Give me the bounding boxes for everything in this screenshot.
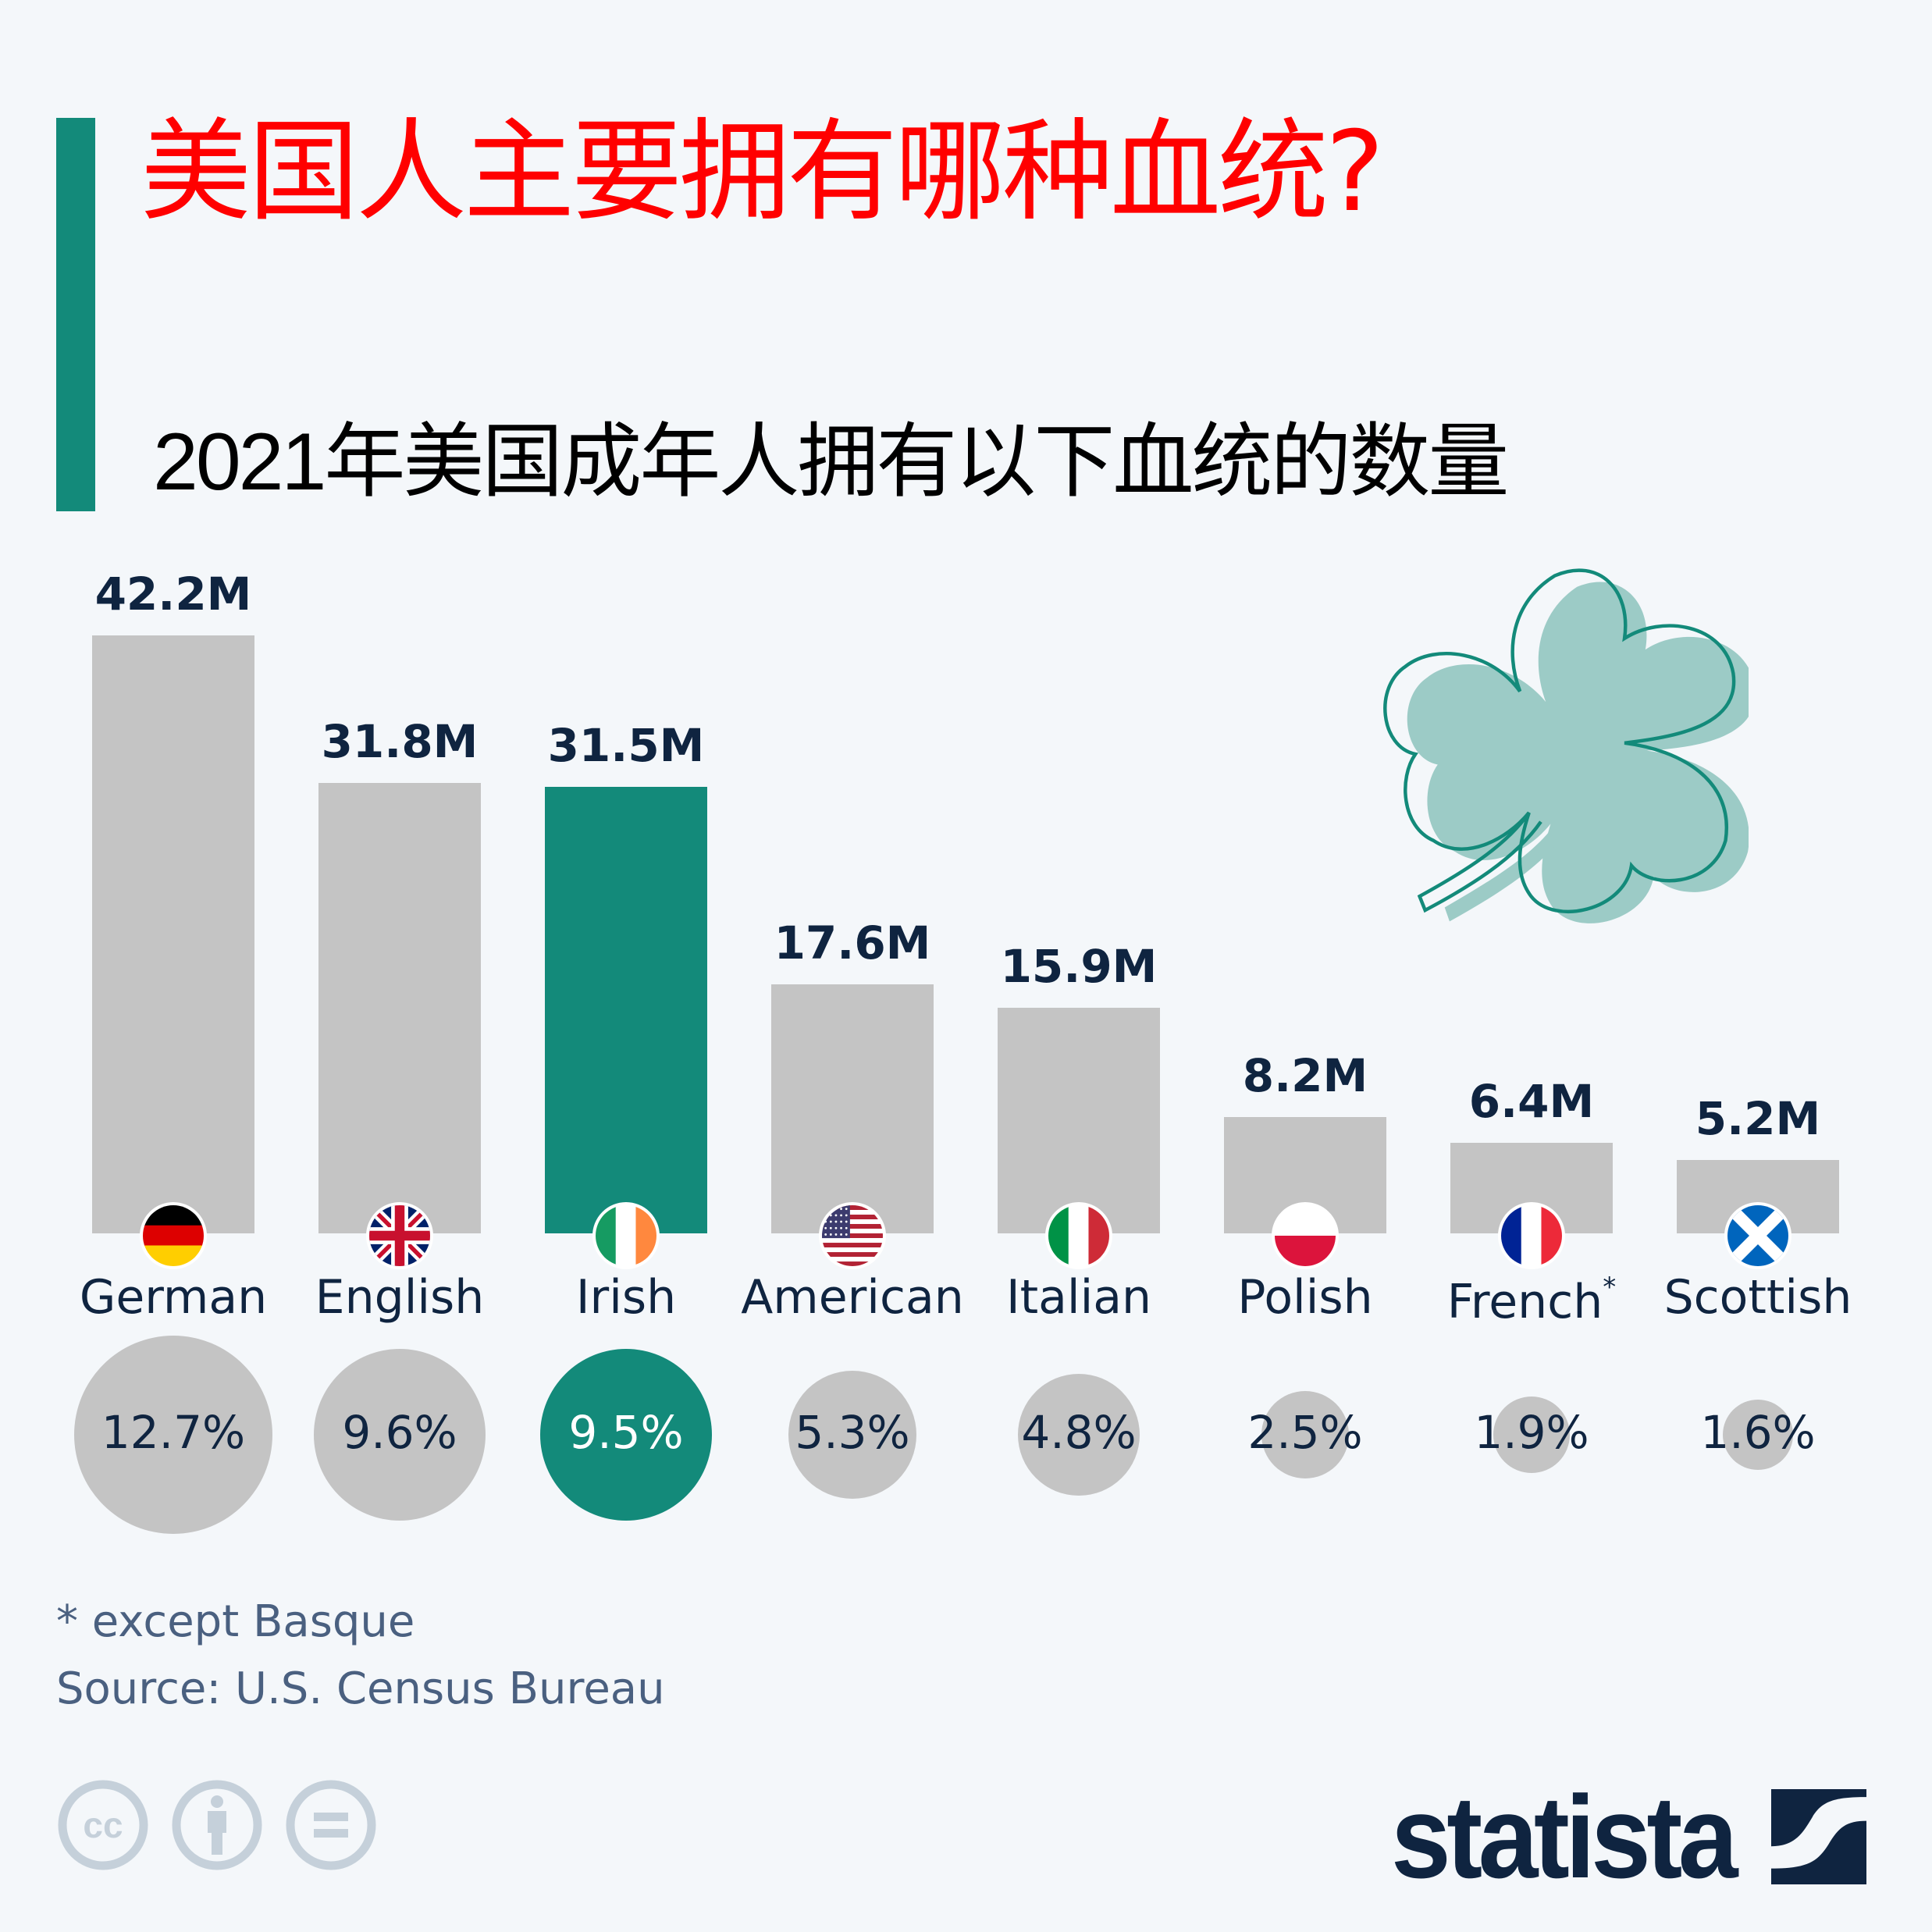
value-label: 5.2M	[1695, 1092, 1821, 1145]
category-label: French*	[1446, 1272, 1617, 1329]
share-bubble	[314, 1349, 486, 1521]
poland-flag-icon	[1272, 1202, 1339, 1269]
share-label: 9.6%	[342, 1406, 457, 1459]
svg-text:cc: cc	[83, 1805, 123, 1845]
bar-column: 17.6M American 5.3%	[739, 0, 966, 1639]
value-label: 8.2M	[1242, 1049, 1368, 1102]
category-label: American	[741, 1270, 964, 1325]
share-label: 1.9%	[1474, 1406, 1589, 1459]
share-bubble	[540, 1349, 712, 1521]
share-label: 9.5%	[568, 1406, 684, 1459]
value-label: 31.8M	[321, 715, 479, 768]
license-icons: cc	[56, 1778, 378, 1875]
attribution-icon[interactable]	[170, 1778, 264, 1872]
cc-icon[interactable]: cc	[56, 1778, 150, 1872]
italy-flag-icon	[1045, 1202, 1112, 1269]
bar-american	[771, 984, 934, 1233]
usa-flag-icon	[819, 1202, 886, 1269]
ireland-flag-icon	[592, 1202, 660, 1269]
bar-column: 31.5M Irish 9.5%	[513, 0, 739, 1639]
category-label: Irish	[575, 1270, 677, 1325]
uk-flag-icon	[366, 1202, 433, 1269]
bar-irish	[545, 787, 707, 1233]
category-label: Italian	[1005, 1270, 1152, 1325]
scotland-flag-icon	[1724, 1202, 1791, 1269]
logo-text: statista	[1391, 1771, 1738, 1902]
value-label: 6.4M	[1468, 1075, 1595, 1128]
value-label: 17.6M	[774, 916, 931, 970]
statista-logo[interactable]: statista	[1391, 1771, 1867, 1902]
bar-column: 42.2M German 12.7%	[60, 0, 286, 1639]
accent-bar	[56, 118, 95, 511]
value-label: 42.2M	[94, 568, 252, 621]
category-label: Scottish	[1663, 1270, 1852, 1325]
germany-flag-icon	[140, 1202, 207, 1269]
value-label: 31.5M	[547, 719, 705, 772]
source-note: Source: U.S. Census Bureau	[56, 1663, 665, 1714]
category-label: German	[79, 1270, 268, 1325]
bar-column: 8.2M Polish 2.5%	[1192, 0, 1418, 1639]
bar-german	[92, 635, 254, 1233]
share-label: 1.6%	[1700, 1406, 1816, 1459]
value-label: 15.9M	[1000, 940, 1158, 993]
share-bubble	[1018, 1374, 1140, 1496]
share-bubble	[788, 1371, 916, 1499]
chart-subtitle: 2021年美国成年人拥有以下血统的数量	[153, 417, 1509, 507]
bar-column: 6.4M French* 1.9%	[1418, 0, 1645, 1639]
statista-logo-mark-icon	[1771, 1789, 1867, 1884]
category-label: Polish	[1237, 1270, 1373, 1325]
share-bubble	[1493, 1397, 1570, 1473]
bar-column: 31.8M English 9.6%	[286, 0, 513, 1639]
share-label: 4.8%	[1021, 1406, 1137, 1459]
bar-chart: 42.2M German 12.7% 31.8M English 9.6% 31.5M I…	[60, 0, 1871, 1639]
chart-title: 美国人主要拥有哪种血统?	[141, 108, 1384, 237]
category-label: English	[315, 1270, 485, 1325]
france-flag-icon	[1498, 1202, 1565, 1269]
bar-column: 15.9M Italian 4.8%	[966, 0, 1192, 1639]
share-label: 12.7%	[101, 1406, 246, 1459]
share-bubble	[1261, 1391, 1349, 1478]
shamrock-icon	[1383, 568, 1749, 923]
share-label: 2.5%	[1247, 1406, 1363, 1459]
bar-english	[318, 783, 481, 1233]
share-bubble	[74, 1336, 272, 1534]
share-label: 5.3%	[795, 1406, 910, 1459]
no-derivatives-icon[interactable]	[284, 1778, 378, 1872]
footnote: * except Basque	[56, 1596, 415, 1647]
share-bubble	[1723, 1400, 1793, 1470]
bar-column: 5.2M Scottish 1.6%	[1645, 0, 1871, 1639]
bar-italian	[998, 1008, 1160, 1233]
